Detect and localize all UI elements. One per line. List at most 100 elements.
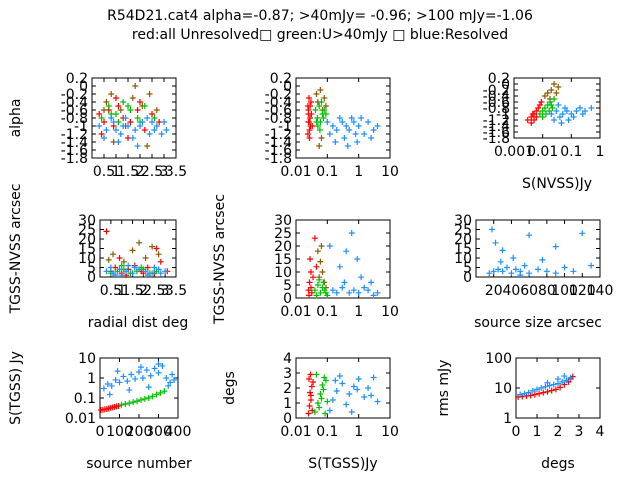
- data-point-red: [103, 228, 110, 235]
- x-tick-label: 0.5: [100, 283, 122, 299]
- data-point-red: [305, 410, 312, 417]
- data-point-green: [316, 103, 323, 109]
- data-point-blue: [139, 375, 146, 381]
- data-point-red: [313, 263, 320, 270]
- data-point-green: [324, 292, 331, 299]
- data-point-blue: [326, 131, 333, 137]
- y-tick-label: 1: [87, 371, 96, 387]
- y-tick-label: -1.6: [265, 143, 292, 159]
- data-point-green: [311, 287, 318, 294]
- data-point-red: [307, 371, 314, 378]
- y-tick-label: 10: [78, 251, 96, 267]
- y-tick-label: 15: [274, 252, 292, 268]
- data-point-dark: [129, 95, 136, 101]
- data-point-blue: [567, 374, 574, 381]
- data-point-dark: [553, 90, 560, 96]
- data-point-blue: [145, 384, 152, 391]
- data-point-green: [105, 103, 112, 109]
- x-tick-label: 2.5: [143, 283, 165, 299]
- data-point-blue: [370, 374, 377, 381]
- data-point-red: [548, 387, 555, 394]
- data-point-blue: [550, 381, 557, 388]
- data-point-blue: [151, 127, 158, 133]
- data-point-red: [149, 111, 155, 117]
- data-point-blue: [339, 284, 346, 291]
- data-point-blue: [526, 270, 533, 277]
- data-point-dark: [144, 143, 151, 149]
- data-point-red: [307, 389, 314, 396]
- data-point-blue: [106, 391, 113, 398]
- data-point-blue: [559, 111, 566, 117]
- data-point-blue: [169, 371, 176, 378]
- x-tick-label: 1: [117, 283, 126, 299]
- data-point-blue: [155, 361, 162, 368]
- y-tick-label: -1.2: [483, 113, 510, 129]
- y-axis-label: degs: [222, 371, 238, 405]
- data-point-blue: [155, 369, 162, 376]
- data-point-blue: [374, 398, 381, 405]
- data-point-red: [305, 107, 312, 113]
- data-point-blue: [348, 230, 355, 236]
- data-point-blue: [348, 409, 355, 415]
- x-tick-label: 0.1: [560, 144, 582, 160]
- data-point-red: [308, 111, 315, 117]
- data-point-blue: [146, 131, 153, 137]
- data-point-blue: [370, 127, 377, 133]
- data-point-red: [115, 402, 122, 409]
- data-point-blue: [339, 119, 346, 125]
- data-point-blue: [161, 119, 167, 125]
- y-tick-label: -1.8: [265, 151, 292, 167]
- data-point-red: [134, 107, 141, 113]
- data-point-blue: [157, 270, 164, 277]
- data-point-blue: [355, 376, 362, 382]
- data-point-blue: [120, 373, 127, 380]
- x-tick-label: 0.001: [494, 144, 534, 160]
- data-point-blue: [570, 268, 577, 275]
- data-point-blue: [499, 247, 506, 254]
- data-point-blue: [365, 385, 372, 391]
- data-point-blue: [354, 139, 361, 145]
- data-point-blue: [490, 268, 497, 275]
- y-tick-label: 0.2: [270, 71, 292, 87]
- y-tick-label: 20: [78, 232, 96, 248]
- y-tick-label: -0.2: [265, 87, 292, 103]
- data-point-green: [316, 127, 323, 133]
- data-point-blue: [358, 115, 365, 121]
- data-point-blue: [96, 123, 103, 129]
- data-point-green: [542, 111, 549, 117]
- y-tick-label: 25: [78, 223, 96, 239]
- data-point-dark: [317, 258, 324, 265]
- data-point-red: [540, 389, 547, 396]
- data-point-blue: [488, 226, 495, 233]
- data-point-red: [307, 284, 314, 291]
- data-point-blue: [538, 385, 545, 391]
- data-point-dark: [120, 258, 127, 265]
- plot-frame-9: [515, 357, 601, 419]
- data-point-red: [311, 235, 318, 242]
- y-tick-label: -0.4: [265, 95, 292, 111]
- data-point-green: [120, 99, 127, 105]
- data-point-blue: [155, 266, 162, 273]
- data-point-blue: [561, 105, 568, 111]
- data-point-red: [306, 279, 313, 286]
- data-point-blue: [346, 127, 353, 133]
- data-point-blue: [112, 272, 119, 279]
- x-tick-label: 100: [551, 283, 578, 299]
- data-point-blue: [101, 135, 107, 141]
- x-tick-label: 100: [106, 424, 133, 440]
- data-point-blue: [343, 401, 350, 408]
- data-point-blue: [565, 117, 572, 123]
- data-point-dark: [153, 107, 160, 113]
- x-tick-label: 300: [145, 424, 172, 440]
- data-point-red: [307, 392, 314, 399]
- y-tick-label: 10: [494, 381, 512, 397]
- data-point-blue: [499, 268, 506, 275]
- x-tick-label: 140: [587, 283, 614, 299]
- data-point-blue: [165, 382, 172, 389]
- data-point-blue: [336, 373, 343, 379]
- data-point-blue: [526, 232, 533, 239]
- data-point-red: [557, 384, 564, 391]
- data-point-blue: [137, 364, 144, 371]
- data-point-green: [311, 409, 318, 415]
- y-tick-label: -0.4: [61, 95, 88, 111]
